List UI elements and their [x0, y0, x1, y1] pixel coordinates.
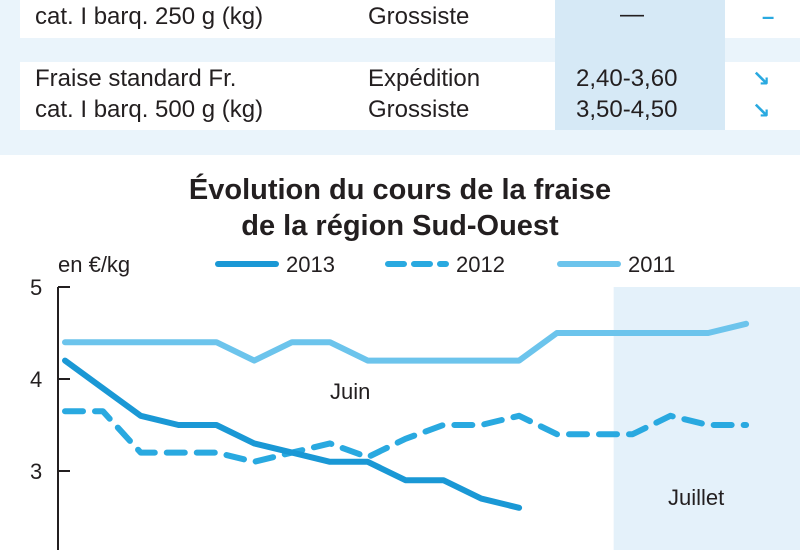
- trend-flat-icon: –: [762, 4, 775, 29]
- price-column-highlight: [555, 0, 725, 130]
- trend-down-icon: ↘: [752, 98, 771, 123]
- y-axis-label: en €/kg: [58, 252, 130, 277]
- trend-down-icon: ↘: [752, 66, 771, 91]
- y-tick-label: 5: [30, 275, 42, 300]
- series-line-2011: [62, 320, 750, 364]
- price-range: —: [620, 1, 644, 28]
- product-name-line2: cat. I barq. 500 g (kg): [35, 96, 264, 123]
- product-name-line1: Fraise standard Fr.: [35, 65, 237, 92]
- period-label-june: Juin: [330, 379, 370, 404]
- period-label-july: Juillet: [668, 485, 724, 510]
- chart-legend: en €/kg 2013 2012 2011: [58, 252, 675, 277]
- chart-title-line1: Évolution du cours de la fraise: [188, 174, 612, 206]
- market-stage: Expédition: [368, 65, 481, 92]
- legend-label-2011: 2011: [628, 252, 675, 277]
- market-stage: Grossiste: [368, 3, 470, 30]
- price-table: cat. I barq. 250 g (kg) Grossiste — – Fr…: [0, 0, 800, 155]
- series-line-2013: [62, 357, 523, 511]
- y-tick-label: 4: [30, 367, 42, 392]
- july-period-band: [613, 287, 800, 550]
- chart-labels: Juin Juillet: [330, 379, 724, 510]
- legend-label-2012: 2012: [456, 252, 505, 277]
- chart-title-line2: de la région Sud-Ouest: [241, 210, 559, 242]
- chart-series: [62, 320, 750, 511]
- price-range: 2,40-3,60: [576, 65, 678, 92]
- price-range: 3,50-4,50: [576, 96, 678, 123]
- chart-axes: 5 4 3: [30, 275, 70, 550]
- product-name-line2: cat. I barq. 250 g (kg): [35, 3, 264, 30]
- series-line-2012: [62, 408, 750, 465]
- legend-label-2013: 2013: [286, 252, 335, 277]
- market-stage: Grossiste: [368, 96, 470, 123]
- y-tick-label: 3: [30, 459, 42, 484]
